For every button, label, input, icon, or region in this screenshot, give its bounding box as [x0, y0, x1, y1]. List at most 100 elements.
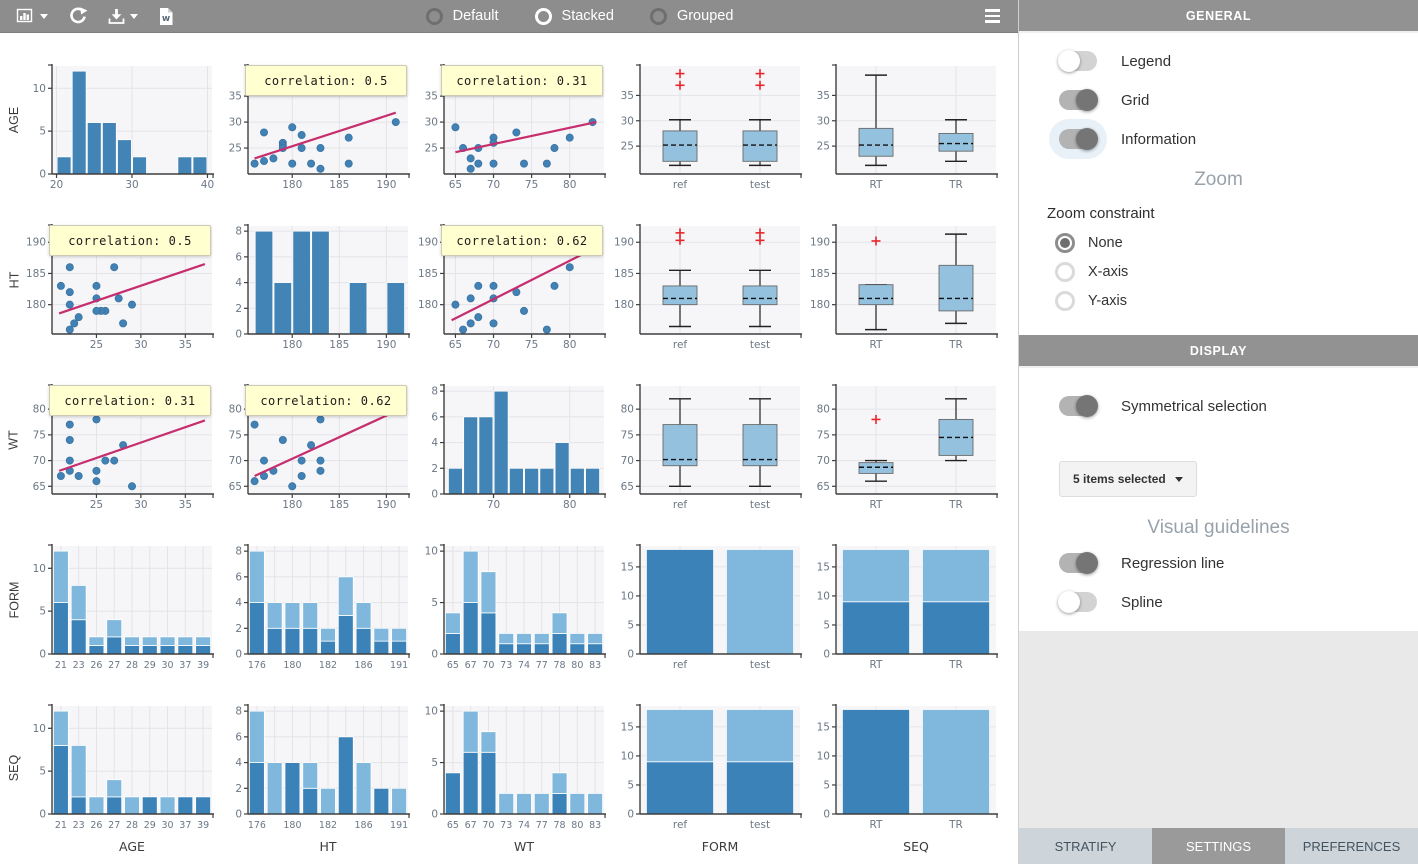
mode-radio-default[interactable]: Default [425, 7, 499, 25]
svg-text:RT: RT [870, 179, 884, 191]
svg-text:4: 4 [431, 437, 438, 449]
menu-button[interactable] [985, 9, 1000, 23]
matrix-row-SEQ: SEQ 0 5 10 21 23 26 27 28 29 30 37 39 AGE 0 2 4 6 8 176 180 1… [6, 680, 1018, 856]
chart-cell-HT-by-SEQ[interactable]: 180 185 190 RT TR [806, 200, 1002, 360]
x-axis-title: AGE [119, 839, 145, 854]
svg-text:TR: TR [948, 659, 963, 671]
svg-text:75: 75 [621, 429, 634, 441]
svg-text:185: 185 [810, 268, 830, 280]
chart-type-button[interactable] [16, 8, 48, 24]
chart-cell-SEQ-vs-WT[interactable]: 0 5 10 65 67 70 73 74 77 78 80 83 WT [414, 680, 610, 856]
svg-text:25: 25 [229, 143, 242, 155]
matrix-row-AGE: AGE 0 5 10 20 30 40 25 30 35 180 185 190 correlation:… [6, 40, 1018, 200]
svg-text:65: 65 [449, 339, 462, 351]
svg-text:15: 15 [621, 561, 634, 573]
chart-cell-WT-vs-AGE[interactable]: 65 70 75 80 25 30 35 correlation: 0.31 [22, 360, 218, 520]
chart-cell-SEQ-vs-SEQ[interactable]: 0 5 10 15 RT TR SEQ [806, 680, 1002, 856]
chart-svg: 0 2 4 6 8 176 180 182 186 191 [235, 544, 410, 671]
svg-text:0: 0 [823, 649, 830, 661]
zoom-constraint-radio-none[interactable]: None [1055, 231, 1418, 255]
chart-cell-FORM-vs-HT[interactable]: 0 2 4 6 8 176 180 182 186 191 [218, 520, 414, 680]
svg-text:ref: ref [673, 819, 688, 831]
svg-text:0: 0 [823, 809, 830, 821]
chart-cell-SEQ-vs-HT[interactable]: 0 2 4 6 8 176 180 182 186 191 HT [218, 680, 414, 856]
mode-radio-grouped[interactable]: Grouped [649, 7, 733, 25]
dropdown-caret-icon [1174, 476, 1183, 482]
chart-cell-FORM-vs-WT[interactable]: 0 5 10 65 67 70 73 74 77 78 80 83 [414, 520, 610, 680]
svg-text:180: 180 [418, 299, 438, 311]
svg-text:80: 80 [563, 339, 576, 351]
radio-unselected-icon [1055, 291, 1075, 311]
zoom-constraint-radio-x-axis[interactable]: X-axis [1055, 260, 1418, 284]
svg-text:70: 70 [487, 179, 500, 191]
svg-text:21: 21 [55, 820, 67, 831]
download-button[interactable] [108, 8, 138, 25]
svg-text:75: 75 [817, 429, 830, 441]
chart-cell-FORM-vs-SEQ[interactable]: 0 5 10 15 RT TR [806, 520, 1002, 680]
svg-text:185: 185 [329, 339, 349, 351]
svg-text:test: test [750, 499, 770, 511]
regression-line-toggle[interactable] [1059, 552, 1098, 574]
chart-cell-AGE-histogram[interactable]: 0 5 10 20 30 40 [22, 40, 218, 200]
svg-text:75: 75 [33, 429, 46, 441]
tab-settings[interactable]: SETTINGS [1152, 828, 1285, 864]
information-toggle[interactable] [1059, 128, 1098, 150]
chart-cell-HT-histogram[interactable]: 0 2 4 6 8 180 185 190 [218, 200, 414, 360]
svg-text:39: 39 [197, 660, 209, 671]
legend-toggle[interactable] [1058, 50, 1097, 72]
chart-cell-AGE-by-FORM[interactable]: 25 30 35 ref test [610, 40, 806, 200]
svg-text:2: 2 [235, 623, 242, 635]
svg-text:78: 78 [554, 660, 566, 671]
svg-text:190: 190 [376, 339, 396, 351]
mode-radio-stacked[interactable]: Stacked [534, 7, 614, 25]
regression-line-label: Regression line [1121, 554, 1225, 572]
chart-cell-WT-histogram[interactable]: 0 2 4 6 8 70 80 [414, 360, 610, 520]
sidebar-tabs: STRATIFY SETTINGS PREFERENCES [1019, 828, 1418, 864]
svg-text:67: 67 [465, 820, 477, 831]
svg-text:25: 25 [621, 141, 634, 153]
chart-cell-HT-by-FORM[interactable]: 180 185 190 ref test [610, 200, 806, 360]
spline-toggle-row: Spline [1058, 591, 1418, 613]
svg-text:8: 8 [431, 386, 438, 398]
chart-cell-SEQ-vs-FORM[interactable]: 0 5 10 15 ref test FORM [610, 680, 806, 856]
svg-text:176: 176 [248, 660, 266, 671]
chart-cell-HT-vs-AGE[interactable]: 180 185 190 25 30 35 correlation: 0.5 [22, 200, 218, 360]
svg-text:75: 75 [525, 179, 538, 191]
chart-cell-FORM-vs-FORM[interactable]: 0 5 10 15 ref test [610, 520, 806, 680]
tab-preferences[interactable]: PREFERENCES [1285, 828, 1418, 864]
svg-text:TR: TR [948, 339, 963, 351]
zoom-constraint-radio-y-axis[interactable]: Y-axis [1055, 289, 1418, 313]
scatterplot-matrix: AGE 0 5 10 20 30 40 25 30 35 180 185 190 correlation:… [0, 33, 1018, 864]
word-export-button[interactable]: w [158, 7, 174, 26]
chart-svg: 180 185 190 65 70 75 80 [418, 224, 606, 351]
chart-cell-HT-vs-WT[interactable]: 180 185 190 65 70 75 80 correlation: 0.62 [414, 200, 610, 360]
chart-svg: 0 2 4 6 8 176 180 182 186 191 HT [235, 704, 410, 854]
chart-cell-FORM-vs-AGE[interactable]: 0 5 10 21 23 26 27 28 29 30 37 39 [22, 520, 218, 680]
items-selected-dropdown[interactable]: 5 items selected [1059, 461, 1197, 497]
chart-cell-AGE-by-SEQ[interactable]: 25 30 35 RT TR [806, 40, 1002, 200]
svg-text:0: 0 [39, 809, 46, 821]
chart-cell-WT-by-SEQ[interactable]: 65 70 75 80 RT TR [806, 360, 1002, 520]
chart-cell-AGE-vs-WT[interactable]: 25 30 35 65 70 75 80 correlation: 0.31 [414, 40, 610, 200]
chart-cell-AGE-vs-HT[interactable]: 25 30 35 180 185 190 correlation: 0.5 [218, 40, 414, 200]
chart-cell-WT-vs-HT[interactable]: 65 70 75 80 180 185 190 correlation: 0.62 [218, 360, 414, 520]
grid-toggle-label: Grid [1121, 91, 1150, 109]
chart-svg: 0 5 10 65 67 70 73 74 77 78 80 83 WT [425, 704, 606, 854]
tab-stratify[interactable]: STRATIFY [1019, 828, 1152, 864]
svg-text:80: 80 [571, 820, 583, 831]
svg-text:30: 30 [125, 179, 138, 191]
svg-text:25: 25 [90, 499, 103, 511]
spline-toggle[interactable] [1058, 591, 1097, 613]
svg-text:30: 30 [817, 115, 830, 127]
svg-text:5: 5 [39, 606, 46, 618]
symmetrical-selection-toggle[interactable] [1059, 395, 1098, 417]
svg-text:6: 6 [235, 731, 242, 743]
svg-text:10: 10 [817, 590, 830, 602]
chart-cell-SEQ-vs-AGE[interactable]: 0 5 10 21 23 26 27 28 29 30 37 39 AGE [22, 680, 218, 856]
refresh-button[interactable] [68, 7, 88, 25]
svg-text:4: 4 [235, 597, 242, 609]
chart-cell-WT-by-FORM[interactable]: 65 70 75 80 ref test [610, 360, 806, 520]
main-panel: w Default Stacked Grouped [0, 0, 1018, 864]
chart-type-caret-icon [40, 13, 48, 19]
grid-toggle[interactable] [1059, 89, 1098, 111]
